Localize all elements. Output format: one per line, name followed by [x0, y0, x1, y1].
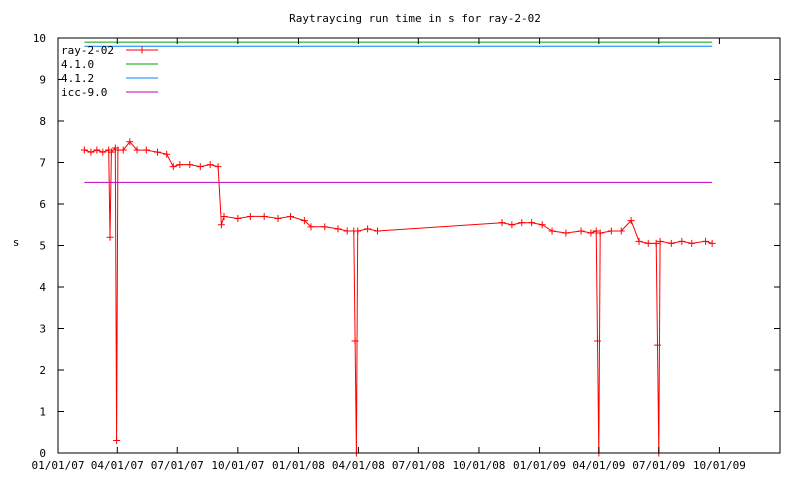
y-tick-label: 9: [39, 74, 46, 87]
x-tick-label: 04/01/09: [572, 459, 625, 472]
series-line-ray-2-02: [84, 141, 713, 454]
data-point: [343, 227, 351, 235]
x-tick-label: 07/01/08: [392, 459, 445, 472]
x-tick-label: 10/01/09: [693, 459, 746, 472]
data-point: [186, 161, 194, 169]
legend-marker: [138, 46, 146, 54]
data-point: [80, 146, 88, 154]
data-point: [667, 239, 675, 247]
data-point: [617, 227, 625, 235]
data-point: [260, 212, 268, 220]
legend-label: 4.1.0: [61, 58, 94, 71]
data-point: [246, 212, 254, 220]
data-point: [538, 221, 546, 229]
data-point: [87, 148, 95, 156]
data-point: [364, 225, 372, 233]
data-point: [596, 229, 604, 237]
data-point: [562, 229, 570, 237]
chart-title: Raytraycing run time in s for ray-2-02: [289, 12, 541, 25]
data-point: [106, 233, 114, 241]
data-point: [119, 146, 127, 154]
x-tick-label: 04/01/07: [91, 459, 144, 472]
plot-area: [80, 41, 716, 457]
y-tick-label: 7: [39, 157, 46, 170]
data-point: [107, 148, 115, 156]
data-point: [498, 219, 506, 227]
data-point: [196, 163, 204, 171]
data-point: [99, 148, 107, 156]
y-tick-label: 0: [39, 447, 46, 460]
data-point: [652, 239, 660, 247]
data-point: [577, 227, 585, 235]
x-tick-label: 01/01/07: [32, 459, 85, 472]
data-point: [321, 223, 329, 231]
legend-label: 4.1.2: [61, 72, 94, 85]
data-point: [607, 227, 615, 235]
data-point: [627, 217, 635, 225]
y-tick-label: 10: [33, 32, 46, 45]
y-tick-label: 4: [39, 281, 46, 294]
data-point: [307, 223, 315, 231]
y-tick-label: 5: [39, 240, 46, 253]
data-point: [653, 341, 661, 349]
data-point: [217, 221, 225, 229]
data-point: [113, 437, 121, 445]
legend-label: ray-2-02: [61, 44, 114, 57]
x-tick-label: 07/01/09: [632, 459, 685, 472]
x-tick-label: 01/01/09: [513, 459, 566, 472]
data-point: [688, 239, 696, 247]
data-point: [93, 146, 101, 154]
data-point: [678, 237, 686, 245]
data-point: [518, 219, 526, 227]
data-point: [592, 227, 600, 235]
y-tick-label: 3: [39, 323, 46, 336]
data-point: [334, 225, 342, 233]
data-point: [508, 221, 516, 229]
axes: 0 1 2 3 4 5 6 7 8 9 10 01/01/07 04/01/07 07/01/07 10/0…: [32, 32, 781, 472]
data-point: [220, 212, 228, 220]
data-point: [635, 237, 643, 245]
data-point: [354, 227, 362, 235]
data-point: [206, 161, 214, 169]
data-point: [169, 163, 177, 171]
data-point: [373, 227, 381, 235]
data-point: [214, 163, 222, 171]
x-tick-label: 04/01/08: [332, 459, 385, 472]
data-point: [528, 219, 536, 227]
data-point: [287, 212, 295, 220]
data-point: [644, 239, 652, 247]
data-point: [153, 148, 161, 156]
data-point: [274, 215, 282, 223]
y-tick-label: 1: [39, 406, 46, 419]
y-tick-label: 2: [39, 364, 46, 377]
legend-label: icc-9.0: [61, 86, 107, 99]
data-point: [702, 237, 710, 245]
data-point: [133, 146, 141, 154]
x-tick-label: 10/01/07: [211, 459, 264, 472]
data-point: [656, 237, 664, 245]
data-point: [587, 229, 595, 237]
data-point: [176, 161, 184, 169]
data-point: [548, 227, 556, 235]
data-point: [594, 337, 602, 345]
data-point: [300, 217, 308, 225]
y-tick-label: 6: [39, 198, 46, 211]
x-tick-label: 07/01/07: [151, 459, 204, 472]
data-point: [351, 337, 359, 345]
data-point: [126, 138, 134, 146]
x-tick-label: 01/01/08: [272, 459, 325, 472]
data-point: [163, 150, 171, 158]
x-tick-label: 10/01/08: [452, 459, 505, 472]
y-axis-label: s: [13, 236, 20, 249]
y-tick-label: 8: [39, 115, 46, 128]
data-point: [708, 239, 716, 247]
data-point: [234, 215, 242, 223]
data-point: [142, 146, 150, 154]
